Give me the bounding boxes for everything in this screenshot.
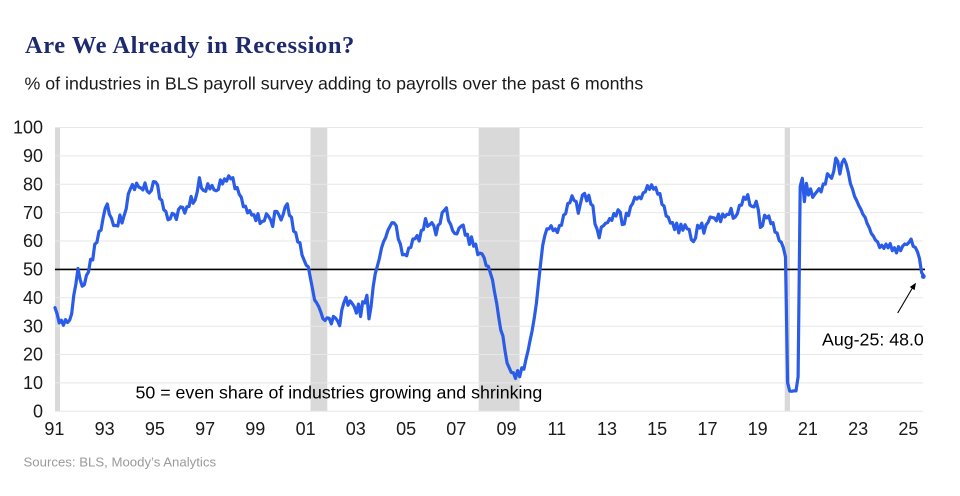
svg-text:07: 07 <box>446 419 466 439</box>
svg-text:05: 05 <box>396 419 416 439</box>
svg-text:01: 01 <box>296 419 316 439</box>
svg-text:91: 91 <box>44 419 64 439</box>
svg-text:25: 25 <box>898 419 918 439</box>
svg-text:10: 10 <box>23 373 43 393</box>
svg-text:70: 70 <box>23 203 43 223</box>
svg-text:09: 09 <box>496 419 516 439</box>
svg-text:80: 80 <box>23 174 43 194</box>
svg-text:97: 97 <box>195 419 215 439</box>
svg-text:40: 40 <box>23 288 43 308</box>
svg-text:99: 99 <box>245 419 265 439</box>
svg-text:11: 11 <box>547 419 566 439</box>
svg-text:90: 90 <box>23 146 43 166</box>
svg-text:50 = even share of industries: 50 = even share of industries growing an… <box>136 383 543 403</box>
svg-text:30: 30 <box>23 316 43 336</box>
svg-text:20: 20 <box>23 345 43 365</box>
svg-text:17: 17 <box>697 419 717 439</box>
svg-text:% of industries in BLS payroll: % of industries in BLS payroll survey ad… <box>25 74 644 94</box>
svg-text:13: 13 <box>597 419 617 439</box>
svg-text:21: 21 <box>798 419 818 439</box>
svg-text:95: 95 <box>145 419 165 439</box>
svg-text:19: 19 <box>748 419 768 439</box>
svg-text:Are We Already in Recession?: Are We Already in Recession? <box>25 32 355 59</box>
svg-text:93: 93 <box>95 419 115 439</box>
svg-text:100: 100 <box>13 118 43 138</box>
svg-text:50: 50 <box>23 260 43 280</box>
svg-text:Sources: BLS, Moody’s Analytic: Sources: BLS, Moody’s Analytics <box>24 455 217 470</box>
svg-text:Aug-25: 48.0: Aug-25: 48.0 <box>822 330 924 350</box>
svg-text:60: 60 <box>23 231 43 251</box>
svg-text:03: 03 <box>346 419 366 439</box>
svg-text:0: 0 <box>33 402 43 422</box>
svg-text:23: 23 <box>848 419 868 439</box>
svg-text:15: 15 <box>647 419 667 439</box>
